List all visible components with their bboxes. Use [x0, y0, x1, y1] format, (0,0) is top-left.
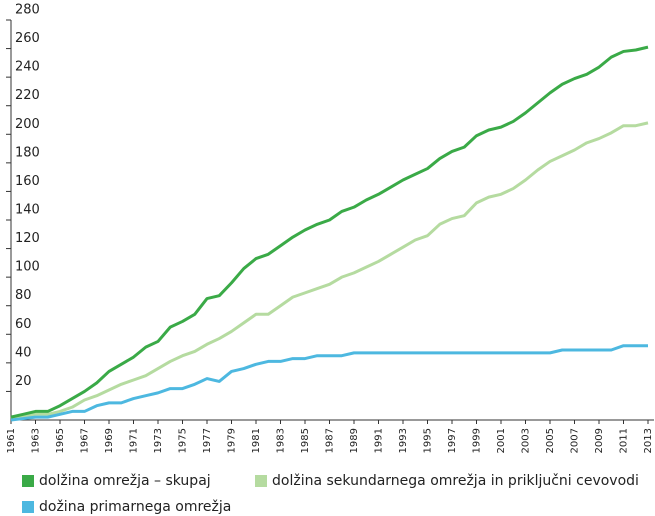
x-tick-label: 1969 — [104, 428, 115, 453]
x-tick-label: 1963 — [31, 428, 42, 453]
x-tick-label: 1973 — [153, 428, 164, 453]
x-tick-label: 1981 — [251, 428, 262, 453]
x-tick-label: 1961 — [6, 428, 17, 453]
x-tick-label: 1989 — [349, 428, 360, 453]
y-tick-label: 160 — [15, 174, 40, 189]
y-tick-label: 200 — [15, 117, 40, 132]
x-tick-label: 1967 — [80, 428, 91, 453]
legend-label: dolžina omrežja – skupaj — [39, 473, 211, 489]
y-tick-label: 120 — [15, 231, 40, 246]
legend-swatch — [255, 475, 267, 487]
y-tick-label: 260 — [15, 31, 40, 46]
y-tick-label: 20 — [15, 374, 32, 389]
series-line — [10, 344, 648, 422]
y-tick-label: 40 — [15, 345, 32, 360]
y-tick-label: 60 — [15, 317, 32, 332]
x-tick-label: 1977 — [202, 428, 213, 453]
x-tick-label: 1983 — [276, 428, 287, 453]
x-tick-label: 2011 — [619, 428, 630, 453]
x-tick-label: 2013 — [643, 428, 654, 453]
x-tick-label: 1985 — [300, 428, 311, 453]
x-tick-label: 1975 — [178, 428, 189, 453]
legend-label: dožina primarnega omrežja — [39, 499, 231, 515]
series-line — [10, 45, 649, 419]
legend-swatch — [22, 475, 34, 487]
x-tick-label: 1987 — [325, 428, 336, 453]
x-tick-label: 1965 — [55, 428, 66, 453]
legend-swatch — [22, 501, 34, 513]
series-line — [10, 121, 649, 421]
x-tick-label: 1971 — [129, 428, 140, 453]
y-tick-label: 80 — [15, 288, 32, 303]
x-tick-label: 1995 — [423, 428, 434, 453]
x-tick-label: 2005 — [545, 428, 556, 453]
x-tick-label: 2009 — [594, 428, 605, 453]
y-tick-label: 280 — [15, 3, 40, 18]
x-tick-label: 1997 — [447, 428, 458, 453]
y-tick-label: 240 — [15, 60, 40, 75]
x-tick-label: 2003 — [521, 428, 532, 453]
legend-label: dolžina sekundarnega omrežja in priključ… — [272, 473, 639, 489]
y-tick-label: 100 — [15, 260, 40, 275]
y-tick-label: 180 — [15, 145, 40, 160]
x-tick-label: 1993 — [398, 428, 409, 453]
x-tick-label: 1979 — [227, 428, 238, 453]
x-tick-label: 2001 — [496, 428, 507, 453]
y-tick-label: 140 — [15, 203, 40, 218]
x-tick-label: 1999 — [472, 428, 483, 453]
x-tick-label: 1991 — [374, 428, 385, 453]
y-tick-label: 220 — [15, 88, 40, 103]
x-tick-label: 2007 — [570, 428, 581, 453]
